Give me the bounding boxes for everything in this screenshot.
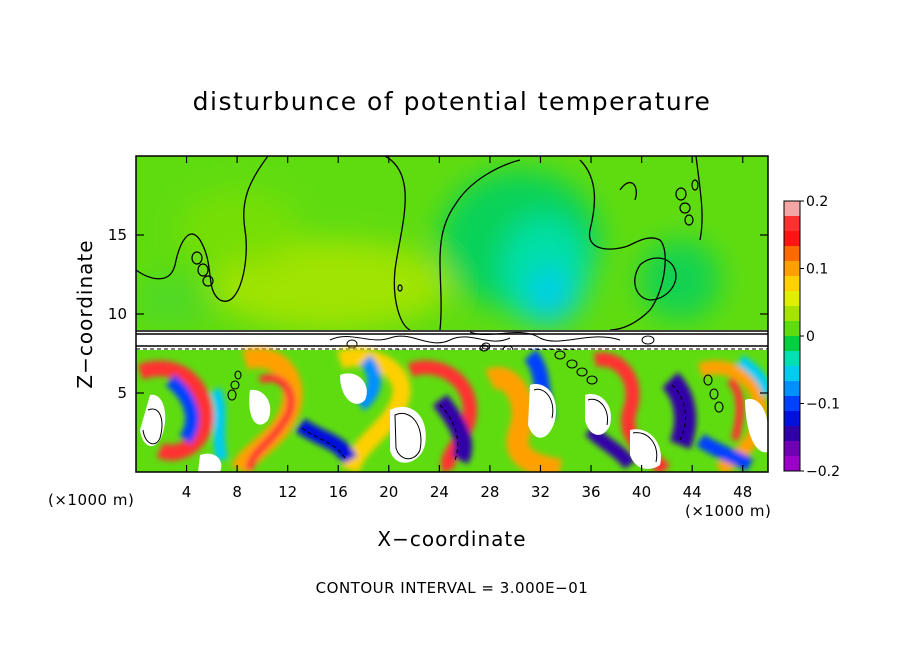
colorbar-tick-label: −0.2 [806,464,840,480]
x-tick-label: 40 [632,483,651,501]
colorbar-segment [784,276,800,292]
x-tick-label: 48 [733,483,752,501]
x-tick-label: 20 [379,483,398,501]
colorbar-segment [784,381,800,397]
x-tick-label: 36 [581,483,600,501]
y-axis-label: Z−coordinate [73,239,97,388]
colorbar: 0.2 0.1 0 −0.1 −0.2 [783,194,840,480]
x-axis-label: X−coordinate [377,527,526,551]
y-tick-label: 10 [108,305,127,323]
x-tick-label: 12 [278,483,297,501]
chart-title: disturbunce of potential temperature [193,87,712,116]
colorbar-segment [784,201,800,217]
colorbar-segment [784,366,800,382]
x-axis-unit-left: (×1000 m) [48,491,134,509]
contour-interval-note: CONTOUR INTERVAL = 3.000E−01 [316,579,589,597]
y-tick-label: 15 [108,226,127,244]
colorbar-segment [784,411,800,427]
x-axis: 4 8 12 16 20 24 28 32 36 40 44 48 [182,156,752,501]
x-tick-label: 8 [232,483,242,501]
y-tick-label: 5 [117,384,127,402]
lower-layer-field [136,344,768,472]
x-axis-unit-right: (×1000 m) [685,502,771,520]
colorbar-segment [784,261,800,277]
colorbar-segment [784,231,800,247]
colorbar-segment [784,291,800,307]
colorbar-segment [784,351,800,367]
upper-layer-field [136,156,768,332]
colorbar-tick-label: 0.1 [806,262,828,278]
x-tick-label: 4 [182,483,192,501]
x-tick-label: 24 [430,483,449,501]
plot-area [136,156,768,472]
x-tick-label: 28 [480,483,499,501]
colorbar-segment [784,216,800,232]
colorbar-tick-label: 0 [806,329,815,345]
colorbar-tick-label: −0.1 [806,397,840,413]
tropopause-band [136,330,768,355]
colorbar-segment [784,321,800,337]
x-tick-label: 32 [531,483,550,501]
colorbar-segment [784,336,800,352]
colorbar-segment [784,246,800,262]
colorbar-segment [784,441,800,457]
x-tick-label: 44 [683,483,702,501]
colorbar-tick-label: 0.2 [806,194,828,210]
colorbar-segment [784,396,800,412]
colorbar-segment [784,426,800,442]
y-axis: 5 10 15 [108,226,768,402]
colorbar-segment [784,306,800,322]
x-tick-label: 16 [329,483,348,501]
colorbar-segment [784,456,800,472]
